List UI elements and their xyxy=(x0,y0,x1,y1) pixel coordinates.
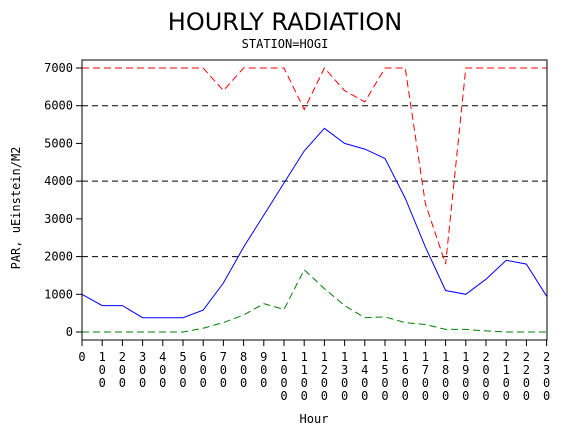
y-tick-label: 7000 xyxy=(44,61,73,75)
y-tick-label: 1000 xyxy=(44,287,73,301)
y-tick-label: 0 xyxy=(66,325,73,339)
plot-frame xyxy=(81,59,548,341)
y-tick-label: 6000 xyxy=(44,99,73,113)
chart-title: HOURLY RADIATION xyxy=(168,8,402,36)
series-line-1 xyxy=(82,67,547,265)
series-line-2 xyxy=(81,127,548,319)
y-tick-label: 2000 xyxy=(44,250,73,264)
x-axis-label: Hour xyxy=(300,412,329,426)
x-axis: 0 1 0 0 2 0 0 3 0 0 4 0 0 5 0 0 6 0 0 7 0 0 8 0 0 9 0 0 1 0 0 0 1 1 0 0 1 2 0 0… xyxy=(78,340,550,403)
y-axis: 0 1000 2000 3000 4000 5000 6000 7000 xyxy=(44,61,82,339)
y-tick-label: 3000 xyxy=(44,212,73,226)
series-line-3 xyxy=(82,268,547,333)
y-axis-label: PAR, uEinstein/M2 xyxy=(9,147,23,270)
y-tick-label: 4000 xyxy=(44,174,73,188)
chart-subtitle: STATION=HOGI xyxy=(242,37,329,51)
x-tick-label: 0 xyxy=(78,350,85,364)
reference-lines xyxy=(82,105,547,258)
series-layer xyxy=(81,67,548,333)
y-tick-label: 5000 xyxy=(44,136,73,150)
